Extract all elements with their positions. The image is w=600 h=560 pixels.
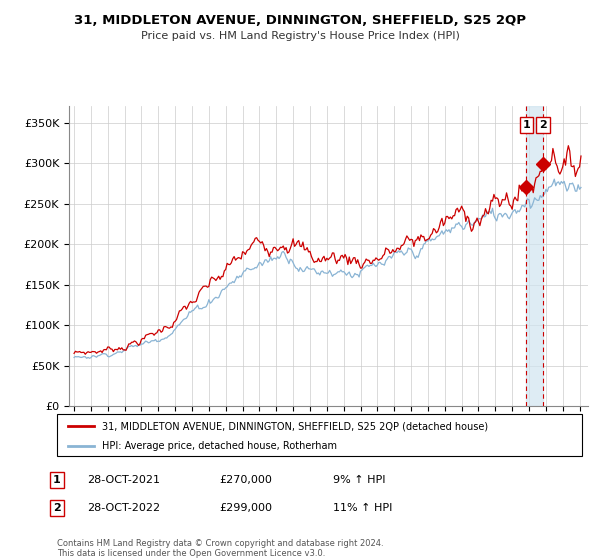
Text: 31, MIDDLETON AVENUE, DINNINGTON, SHEFFIELD, S25 2QP (detached house): 31, MIDDLETON AVENUE, DINNINGTON, SHEFFI… — [101, 421, 488, 431]
Text: 31, MIDDLETON AVENUE, DINNINGTON, SHEFFIELD, S25 2QP: 31, MIDDLETON AVENUE, DINNINGTON, SHEFFI… — [74, 14, 526, 27]
Text: £299,000: £299,000 — [219, 503, 272, 513]
Text: Contains HM Land Registry data © Crown copyright and database right 2024.
This d: Contains HM Land Registry data © Crown c… — [57, 539, 383, 558]
Text: 2: 2 — [53, 503, 61, 513]
Text: 28-OCT-2021: 28-OCT-2021 — [87, 475, 160, 485]
Text: 28-OCT-2022: 28-OCT-2022 — [87, 503, 160, 513]
Text: £270,000: £270,000 — [219, 475, 272, 485]
Text: 11% ↑ HPI: 11% ↑ HPI — [333, 503, 392, 513]
Text: 2: 2 — [539, 120, 547, 130]
Text: 9% ↑ HPI: 9% ↑ HPI — [333, 475, 386, 485]
Bar — [526, 106, 543, 406]
Text: 1: 1 — [522, 120, 530, 130]
Text: 1: 1 — [53, 475, 61, 485]
Text: HPI: Average price, detached house, Rotherham: HPI: Average price, detached house, Roth… — [101, 441, 337, 451]
Text: Price paid vs. HM Land Registry's House Price Index (HPI): Price paid vs. HM Land Registry's House … — [140, 31, 460, 41]
